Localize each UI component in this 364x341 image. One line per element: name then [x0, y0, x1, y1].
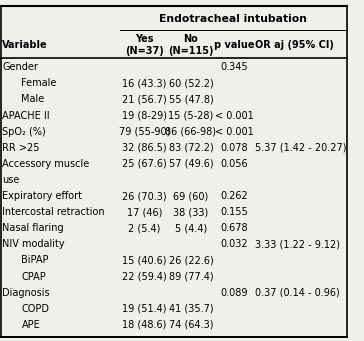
Text: 41 (35.7): 41 (35.7)	[169, 304, 213, 314]
Text: Intercostal retraction: Intercostal retraction	[3, 207, 105, 217]
Text: 17 (46): 17 (46)	[127, 207, 162, 217]
Text: 55 (47.8): 55 (47.8)	[169, 94, 213, 104]
Text: 26 (70.3): 26 (70.3)	[122, 191, 167, 201]
Text: Endotracheal intubation: Endotracheal intubation	[159, 14, 307, 24]
Text: OR aj (95% CI): OR aj (95% CI)	[255, 40, 334, 50]
Text: 25 (67.6): 25 (67.6)	[122, 159, 167, 169]
Text: 26 (22.6): 26 (22.6)	[169, 255, 213, 265]
Text: Variable: Variable	[3, 40, 48, 50]
Text: 18 (48.6): 18 (48.6)	[122, 320, 166, 330]
Text: SpO₂ (%): SpO₂ (%)	[3, 127, 46, 137]
Text: 19 (51.4): 19 (51.4)	[122, 304, 166, 314]
Text: 0.056: 0.056	[220, 159, 248, 169]
Text: < 0.001: < 0.001	[215, 110, 254, 121]
Text: 83 (72.2): 83 (72.2)	[169, 143, 213, 153]
Text: BiPAP: BiPAP	[21, 255, 49, 265]
Text: 0.089: 0.089	[221, 288, 248, 298]
Text: 57 (49.6): 57 (49.6)	[169, 159, 213, 169]
Text: Expiratory effort: Expiratory effort	[3, 191, 82, 201]
Text: Diagnosis: Diagnosis	[3, 288, 50, 298]
Text: use: use	[3, 175, 20, 185]
Text: Female: Female	[21, 78, 57, 88]
Text: RR >25: RR >25	[3, 143, 40, 153]
Text: p value: p value	[214, 40, 254, 50]
Text: 3.33 (1.22 - 9.12): 3.33 (1.22 - 9.12)	[255, 239, 340, 249]
Text: 69 (60): 69 (60)	[173, 191, 209, 201]
Text: Accessory muscle: Accessory muscle	[3, 159, 90, 169]
Text: Gender: Gender	[3, 62, 38, 72]
Text: 21 (56.7): 21 (56.7)	[122, 94, 167, 104]
Text: 0.078: 0.078	[220, 143, 248, 153]
Text: 0.262: 0.262	[220, 191, 248, 201]
Text: 79 (55-90): 79 (55-90)	[119, 127, 170, 137]
Text: < 0.001: < 0.001	[215, 127, 254, 137]
Text: 15 (5-28): 15 (5-28)	[168, 110, 214, 121]
Text: Nasal flaring: Nasal flaring	[3, 223, 64, 233]
Text: Male: Male	[21, 94, 45, 104]
Text: 74 (64.3): 74 (64.3)	[169, 320, 213, 330]
Text: CPAP: CPAP	[21, 271, 46, 282]
Text: 0.37 (0.14 - 0.96): 0.37 (0.14 - 0.96)	[255, 288, 340, 298]
Text: 0.345: 0.345	[220, 62, 248, 72]
Text: 5.37 (1.42 - 20.27): 5.37 (1.42 - 20.27)	[255, 143, 347, 153]
Text: 15 (40.6): 15 (40.6)	[122, 255, 166, 265]
Text: 2 (5.4): 2 (5.4)	[128, 223, 161, 233]
Text: NIV modality: NIV modality	[3, 239, 65, 249]
Text: 0.678: 0.678	[220, 223, 248, 233]
Text: APACHE II: APACHE II	[3, 110, 50, 121]
Text: 0.032: 0.032	[220, 239, 248, 249]
Text: COPD: COPD	[21, 304, 50, 314]
Text: 16 (43.3): 16 (43.3)	[122, 78, 166, 88]
Text: 0.155: 0.155	[220, 207, 248, 217]
Text: Yes
(N=37): Yes (N=37)	[125, 34, 163, 56]
Text: No
(N=115): No (N=115)	[168, 34, 214, 56]
Text: 19 (8-29): 19 (8-29)	[122, 110, 167, 121]
Text: 5 (4.4): 5 (4.4)	[175, 223, 207, 233]
Text: 38 (33): 38 (33)	[173, 207, 209, 217]
Text: 89 (77.4): 89 (77.4)	[169, 271, 213, 282]
Text: 86 (66-98): 86 (66-98)	[165, 127, 217, 137]
Text: 32 (86.5): 32 (86.5)	[122, 143, 167, 153]
Text: 22 (59.4): 22 (59.4)	[122, 271, 167, 282]
Text: 60 (52.2): 60 (52.2)	[169, 78, 213, 88]
Text: APE: APE	[21, 320, 40, 330]
